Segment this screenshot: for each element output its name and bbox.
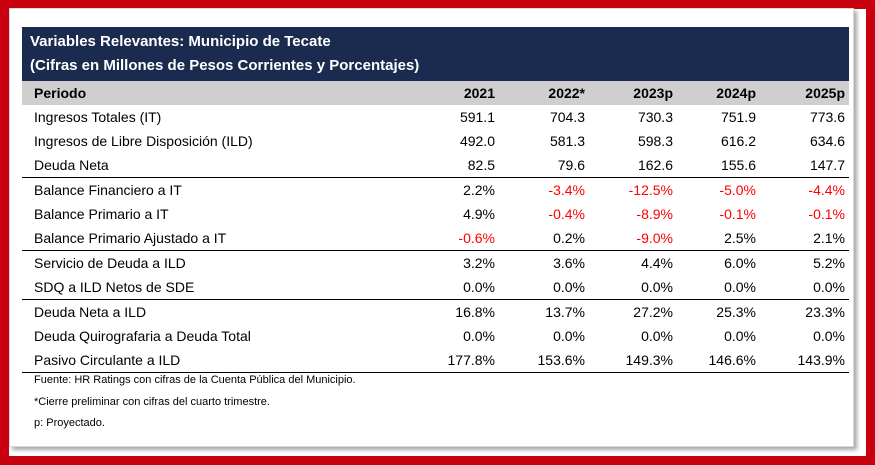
cell-value: 3.6% [553, 255, 585, 271]
cell-value: 2.1% [760, 226, 849, 251]
cell-value: 0.0% [813, 328, 845, 344]
variables-table: Periodo 2021 2022* 2023p 2024p 2025p Ing… [22, 81, 849, 373]
cell-value: -4.4% [808, 182, 845, 198]
preliminary-note: *Cierre preliminar con cifras del cuarto… [34, 396, 270, 408]
cell-value: 147.7 [760, 153, 849, 178]
header-2024p: 2024p [677, 81, 760, 105]
row-label: Ingresos Totales (IT) [34, 109, 162, 125]
row-label: Pasivo Circulante a ILD [22, 348, 415, 373]
title-bar: Variables Relevantes: Municipio de Tecat… [22, 27, 849, 81]
header-periodo: Periodo [22, 81, 415, 105]
table-row: Balance Primario a IT 4.9% -0.4% -8.9% -… [22, 202, 849, 226]
header-2023p: 2023p [589, 81, 677, 105]
header-2022: 2022* [499, 81, 589, 105]
cell-value: 143.9% [760, 348, 849, 373]
table-row: Ingresos Totales (IT) 591.1 704.3 730.3 … [22, 105, 849, 129]
cell-value: 2.5% [677, 226, 760, 251]
table-row: Deuda Neta a ILD 16.8% 13.7% 27.2% 25.3%… [22, 300, 849, 325]
cell-value: 162.6 [589, 153, 677, 178]
cell-value: 751.9 [720, 109, 756, 125]
table-row: Balance Financiero a IT 2.2% -3.4% -12.5… [22, 178, 849, 203]
source-note: Fuente: HR Ratings con cifras de la Cuen… [34, 374, 356, 386]
cell-value: -12.5% [628, 182, 673, 198]
cell-value: 634.6 [809, 133, 845, 149]
table-row: Deuda Neta 82.5 79.6 162.6 155.6 147.7 [22, 153, 849, 178]
header-2025p: 2025p [760, 81, 849, 105]
cell-value: 581.3 [549, 133, 585, 149]
cell-value: 177.8% [415, 348, 499, 373]
cell-value: 79.6 [499, 153, 589, 178]
cell-value: 0.0% [415, 275, 499, 300]
cell-value: 13.7% [545, 304, 585, 320]
cell-value: 0.2% [499, 226, 589, 251]
cell-value: 0.0% [463, 328, 495, 344]
table-row: Servicio de Deuda a ILD 3.2% 3.6% 4.4% 6… [22, 251, 849, 276]
cell-value: -8.9% [636, 206, 673, 222]
cell-value: 5.2% [813, 255, 845, 271]
cell-value: 0.0% [589, 275, 677, 300]
cell-value: 16.8% [455, 304, 495, 320]
cell-value: 82.5 [415, 153, 499, 178]
cell-value: 146.6% [677, 348, 760, 373]
cell-value: -0.4% [548, 206, 585, 222]
cell-value: 0.0% [760, 275, 849, 300]
cell-value: -0.1% [719, 206, 756, 222]
table-row: Deuda Quirografaria a Deuda Total 0.0% 0… [22, 324, 849, 348]
cell-value: 4.9% [463, 206, 495, 222]
row-label: Deuda Neta a ILD [34, 304, 147, 320]
cell-value: 730.3 [637, 109, 673, 125]
table-subtitle: (Cifras en Millones de Pesos Corrientes … [30, 57, 420, 74]
row-label: Balance Primario a IT [34, 206, 169, 222]
cell-value: 0.0% [499, 275, 589, 300]
cell-value: 155.6 [677, 153, 760, 178]
row-label: Balance Primario Ajustado a IT [22, 226, 415, 251]
table-row: Pasivo Circulante a ILD 177.8% 153.6% 14… [22, 348, 849, 373]
cell-value: 616.2 [720, 133, 756, 149]
cell-value: 4.4% [641, 255, 673, 271]
cell-value: -0.1% [808, 206, 845, 222]
cell-value: 492.0 [459, 133, 495, 149]
cell-value: 591.1 [459, 109, 495, 125]
cell-value: 2.2% [463, 182, 495, 198]
header-2021: 2021 [415, 81, 499, 105]
cell-value: 149.3% [589, 348, 677, 373]
cell-value: 3.2% [463, 255, 495, 271]
cell-value: -0.6% [415, 226, 499, 251]
table-row: Ingresos de Libre Disposición (ILD) 492.… [22, 129, 849, 153]
cell-value: 27.2% [633, 304, 673, 320]
cell-value: 0.0% [553, 328, 585, 344]
row-label: Servicio de Deuda a ILD [34, 255, 186, 271]
row-label: Balance Financiero a IT [34, 182, 182, 198]
row-label: SDQ a ILD Netos de SDE [22, 275, 415, 300]
cell-value: 6.0% [724, 255, 756, 271]
cell-value: 23.3% [805, 304, 845, 320]
cell-value: 0.0% [641, 328, 673, 344]
table-row: Balance Primario Ajustado a IT -0.6% 0.2… [22, 226, 849, 251]
header-row: Periodo 2021 2022* 2023p 2024p 2025p [22, 81, 849, 105]
cell-value: 25.3% [716, 304, 756, 320]
cell-value: -9.0% [589, 226, 677, 251]
table-row: SDQ a ILD Netos de SDE 0.0% 0.0% 0.0% 0.… [22, 275, 849, 300]
cell-value: -3.4% [548, 182, 585, 198]
row-label: Ingresos de Libre Disposición (ILD) [34, 133, 253, 149]
cell-value: 0.0% [677, 275, 760, 300]
projected-note: p: Proyectado. [34, 417, 105, 429]
cell-value: -5.0% [719, 182, 756, 198]
cell-value: 153.6% [499, 348, 589, 373]
cell-value: 704.3 [549, 109, 585, 125]
row-label: Deuda Neta [22, 153, 415, 178]
cell-value: 773.6 [809, 109, 845, 125]
cell-value: 0.0% [724, 328, 756, 344]
cell-value: 598.3 [637, 133, 673, 149]
table-title: Variables Relevantes: Municipio de Tecat… [30, 33, 331, 50]
row-label: Deuda Quirografaria a Deuda Total [34, 328, 251, 344]
